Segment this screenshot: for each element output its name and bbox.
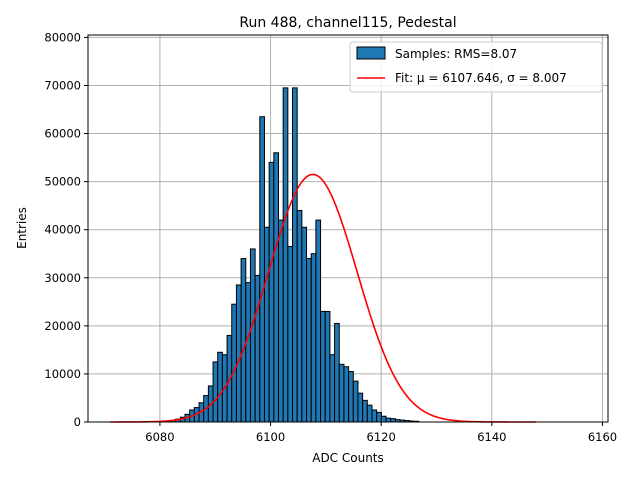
x-tick-label: 6160 xyxy=(588,430,617,444)
y-axis-label: Entries xyxy=(15,207,29,249)
y-tick-label: 40000 xyxy=(44,223,81,237)
y-axis-ticks: 0 10000 20000 30000 40000 50000 60000 70000 8000… xyxy=(44,30,88,429)
histogram-bar xyxy=(277,219,284,423)
histogram-bar xyxy=(296,209,303,423)
y-tick-label: 10000 xyxy=(44,367,81,381)
histogram-bar xyxy=(376,411,382,423)
y-tick-label: 60000 xyxy=(44,127,81,141)
histogram-bar xyxy=(385,417,392,423)
histogram-bar xyxy=(301,226,308,423)
legend-samples-label: Samples: RMS=8.07 xyxy=(395,47,517,61)
histogram-bar xyxy=(217,351,223,423)
x-axis-label: ADC Counts xyxy=(312,451,384,465)
histogram-bar xyxy=(245,282,251,423)
y-tick-label: 20000 xyxy=(44,319,81,333)
histogram-bar xyxy=(343,366,350,423)
histogram-bar xyxy=(273,152,279,423)
plot-frame xyxy=(87,34,609,423)
x-tick-label: 6140 xyxy=(477,430,506,444)
histogram-bar xyxy=(292,87,298,423)
y-tick-label: 70000 xyxy=(44,78,81,92)
histogram-bar xyxy=(287,246,294,423)
gaussian-fit-curve xyxy=(110,173,537,423)
histogram-bar xyxy=(338,363,345,423)
histogram-bar xyxy=(348,371,354,423)
x-tick-label: 6080 xyxy=(145,430,174,444)
histogram-bar xyxy=(268,161,275,423)
histogram-bar xyxy=(357,392,364,423)
histogram-bar xyxy=(366,404,373,423)
histogram-bar xyxy=(310,253,317,423)
y-tick-label: 0 xyxy=(74,415,81,429)
histogram-bar xyxy=(362,399,368,423)
histogram-bar xyxy=(306,258,312,423)
histogram-bar xyxy=(380,415,387,423)
grid-lines xyxy=(88,35,608,423)
histogram-bar xyxy=(212,361,219,423)
legend: Samples: RMS=8.07 Fit: μ = 6107.646, σ =… xyxy=(349,41,603,93)
histogram-bar xyxy=(235,284,242,423)
histogram-bar xyxy=(320,310,326,423)
chart-title: Run 488, channel115, Pedestal xyxy=(239,15,456,31)
histogram-bar xyxy=(371,409,378,423)
histogram-bar xyxy=(390,418,396,423)
histogram-bar xyxy=(249,248,256,423)
legend-box xyxy=(349,41,603,93)
y-tick-label: 80000 xyxy=(44,30,81,44)
y-tick-label: 30000 xyxy=(44,271,81,285)
x-tick-label: 6120 xyxy=(367,430,396,444)
histogram-bar xyxy=(259,116,265,423)
histogram-bar xyxy=(282,87,289,423)
histogram-bar xyxy=(324,310,331,423)
histogram-bar xyxy=(231,303,237,423)
x-tick-label: 6100 xyxy=(256,430,285,444)
histogram-bar xyxy=(315,219,322,423)
y-tick-label: 50000 xyxy=(44,175,81,189)
legend-fit-label: Fit: μ = 6107.646, σ = 8.007 xyxy=(395,71,567,85)
histogram-bar xyxy=(254,274,261,423)
histogram-bar xyxy=(240,258,247,423)
histogram-bar xyxy=(334,322,340,423)
histogram-bar xyxy=(263,226,270,423)
histogram-bar xyxy=(352,380,359,423)
legend-samples-swatch xyxy=(356,46,386,60)
histogram-bar xyxy=(329,354,336,423)
x-axis-ticks: 6080 6100 6120 6140 6160 xyxy=(145,422,617,444)
